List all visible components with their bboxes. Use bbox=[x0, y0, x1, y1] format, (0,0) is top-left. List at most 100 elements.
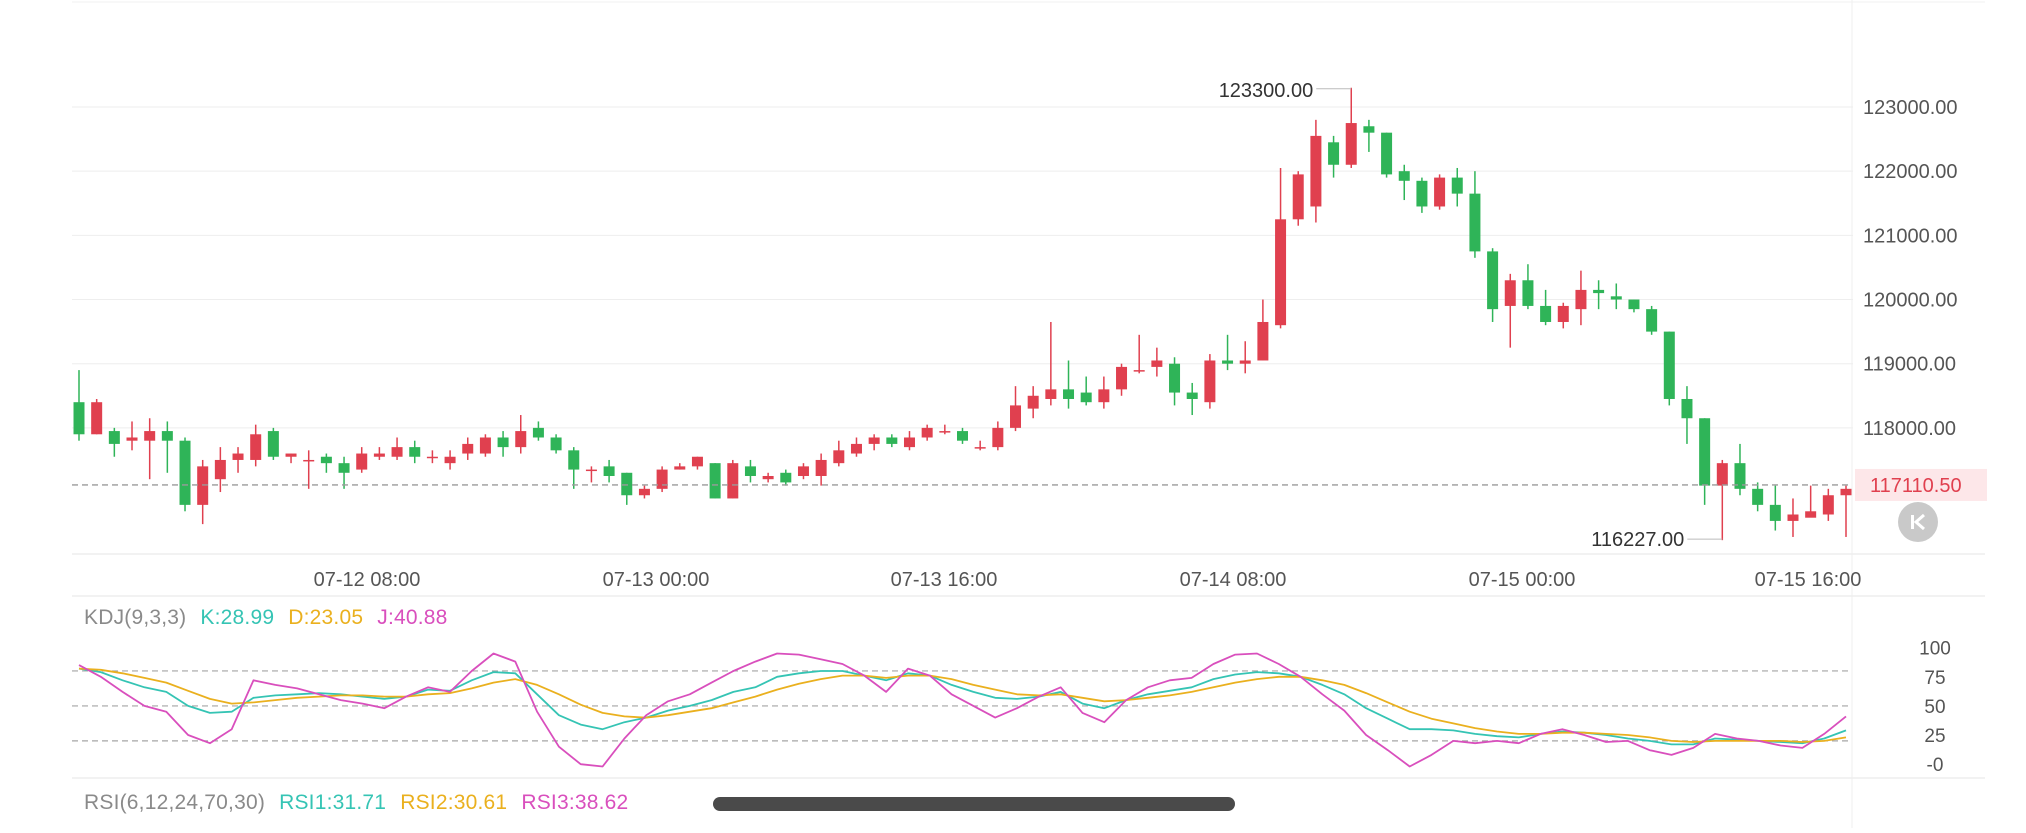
candle-body bbox=[727, 463, 739, 499]
rsi-title: RSI(6,12,24,70,30) bbox=[84, 791, 266, 814]
price-axis-tick-label: 121000.00 bbox=[1863, 225, 1958, 247]
candle-body bbox=[532, 427, 544, 438]
candle-body bbox=[1275, 219, 1287, 326]
candle-body bbox=[709, 463, 721, 499]
candle-body bbox=[1469, 193, 1481, 252]
candle-body bbox=[409, 447, 421, 457]
candle-body bbox=[1451, 177, 1463, 194]
candle-body bbox=[1398, 171, 1410, 181]
candle-body bbox=[303, 459, 315, 462]
candle-body bbox=[603, 466, 615, 476]
candle-body bbox=[744, 466, 756, 476]
candle-body bbox=[1381, 132, 1393, 175]
candle-body bbox=[1027, 395, 1039, 409]
back-to-latest-button[interactable] bbox=[1898, 502, 1938, 542]
candle-body bbox=[179, 440, 191, 505]
kdj-j-value: J:40.88 bbox=[377, 606, 448, 629]
candle-body bbox=[780, 472, 792, 483]
candle-body bbox=[1522, 280, 1534, 306]
candle-body bbox=[939, 431, 951, 433]
rsi-legend: RSI(6,12,24,70,30) RSI1:31.71 RSI2:30.61… bbox=[84, 791, 636, 815]
last-price-tag-bg bbox=[1855, 468, 1987, 501]
rsi2-value: RSI2:30.61 bbox=[400, 791, 508, 814]
last-price-tag: 117110.50 bbox=[1870, 475, 1962, 497]
candle-body bbox=[426, 456, 438, 459]
candle-body bbox=[1239, 360, 1251, 364]
candle-body bbox=[285, 453, 297, 457]
candle-body bbox=[921, 427, 933, 438]
candle-body bbox=[1610, 296, 1622, 300]
candle-body bbox=[144, 431, 156, 441]
kdj-axis-tick-label: 50 bbox=[1924, 697, 1945, 718]
candle-body bbox=[621, 472, 633, 496]
candle-body bbox=[886, 437, 898, 444]
candle-body bbox=[1487, 251, 1499, 310]
candle-body bbox=[674, 466, 686, 470]
candle-body bbox=[444, 456, 456, 464]
candle-body bbox=[1752, 488, 1764, 505]
candle-body bbox=[1310, 135, 1322, 207]
candle-body bbox=[73, 402, 85, 435]
candle-body bbox=[1292, 174, 1304, 220]
candle-body bbox=[585, 469, 597, 472]
price-axis-tick-label: 120000.00 bbox=[1863, 290, 1958, 312]
scroll-handle[interactable] bbox=[713, 797, 1235, 811]
candle-body bbox=[1787, 514, 1799, 521]
candle-body bbox=[1257, 321, 1269, 361]
time-axis-tick-label: 07-12 08:00 bbox=[314, 569, 421, 591]
candle-body bbox=[1328, 142, 1340, 165]
candle-body bbox=[850, 443, 862, 454]
rsi1-value: RSI1:31.71 bbox=[279, 791, 387, 814]
candle-body bbox=[479, 437, 491, 454]
candle-body bbox=[1186, 392, 1198, 399]
candle-body bbox=[957, 431, 968, 441]
candle-body bbox=[1734, 463, 1746, 489]
candle-body bbox=[515, 431, 527, 448]
candle-body bbox=[1151, 360, 1163, 367]
candle-body bbox=[656, 469, 668, 489]
candle-body bbox=[1204, 360, 1216, 403]
candle-body bbox=[1169, 363, 1181, 393]
candle-body bbox=[797, 466, 809, 476]
candle-body bbox=[1416, 180, 1428, 207]
candle-body bbox=[338, 463, 350, 473]
candle-body bbox=[1080, 392, 1092, 403]
kdj-d-value: D:23.05 bbox=[288, 606, 364, 629]
candle-body bbox=[1593, 289, 1605, 294]
candle-body bbox=[320, 456, 332, 464]
candle-body bbox=[638, 488, 650, 496]
candle-body bbox=[497, 437, 509, 448]
candle-body bbox=[1646, 309, 1658, 332]
candle-body bbox=[1540, 305, 1552, 322]
candle-body bbox=[550, 437, 562, 451]
candle-body bbox=[91, 402, 103, 435]
candle-body bbox=[1098, 389, 1110, 403]
candle-body bbox=[903, 437, 915, 448]
candle-body bbox=[815, 459, 827, 476]
candle-body bbox=[1840, 488, 1852, 496]
price-axis-tick-label: 123000.00 bbox=[1863, 97, 1958, 119]
candle-body bbox=[356, 453, 368, 470]
kdj-axis-tick-label: 75 bbox=[1924, 668, 1945, 689]
candle-body bbox=[1504, 280, 1516, 306]
time-axis-tick-label: 07-13 00:00 bbox=[603, 569, 710, 591]
candle-body bbox=[762, 475, 774, 480]
candle-body bbox=[1045, 389, 1057, 399]
time-axis-tick-label: 07-14 08:00 bbox=[1180, 569, 1287, 591]
candle-body bbox=[391, 447, 403, 457]
max-price-label: 123300.00 bbox=[1219, 80, 1314, 102]
double-chevron-left-icon bbox=[1911, 513, 1925, 531]
candle-body bbox=[373, 453, 385, 457]
candle-body bbox=[1805, 511, 1817, 518]
candle-body bbox=[1063, 389, 1075, 399]
candle-body bbox=[126, 437, 138, 441]
kdj-axis-tick-label: 25 bbox=[1924, 726, 1945, 747]
time-axis-tick-label: 07-15 16:00 bbox=[1755, 569, 1862, 591]
candle-body bbox=[232, 453, 244, 460]
candle-body bbox=[1345, 123, 1357, 165]
candle-body bbox=[1557, 305, 1569, 322]
kdj-axis-tick-label: -0 bbox=[1927, 755, 1944, 776]
candle-body bbox=[1716, 463, 1728, 486]
